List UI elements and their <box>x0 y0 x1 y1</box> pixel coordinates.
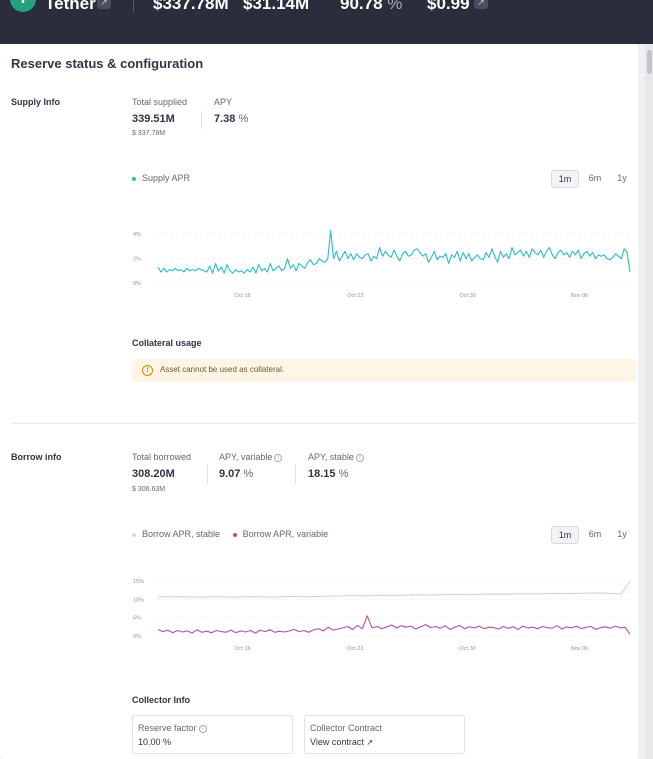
y-tick-label: 5% <box>133 616 141 622</box>
apy-stable-label: APY, stable i <box>308 452 364 462</box>
borrow-apr-chart: 0% 5% 10% 15% Oct 16 Oct 23 Oct 30 Nov 06 <box>133 579 631 652</box>
total-supplied-usd: $ 337.78M <box>132 130 166 137</box>
stat-divider <box>201 111 202 129</box>
apy-variable-value: 9.07 % <box>219 468 254 480</box>
borrow-apr-legend: Borrow APR, stable Borrow APR, variable <box>132 529 328 539</box>
supply-apr-chart: 0% 2% 4% Oct 16 Oct 23 Oct 30 Nov 06 <box>133 229 631 299</box>
supply-info-label: Supply Info <box>11 97 60 107</box>
scrollbar-thumb[interactable] <box>647 50 652 74</box>
external-link-icon[interactable]: ↗ <box>97 0 111 9</box>
supply-timeframe-1m-button[interactable]: 1m <box>551 170 579 188</box>
collateral-warning-text: Asset cannot be used as collateral. <box>160 365 285 374</box>
collector-info-title: Collector Info <box>132 695 190 705</box>
supply-apr-legend: Supply APR <box>132 173 190 183</box>
x-tick-label: Oct 16 <box>234 646 250 652</box>
borrow-timeframe-1y-button[interactable]: 1y <box>617 529 627 539</box>
stat-divider <box>295 464 296 484</box>
y-tick-label: 4% <box>133 232 141 238</box>
supply-apr-line <box>157 229 631 274</box>
total-borrowed-label: Total borrowed <box>132 452 192 462</box>
stat-divider <box>207 464 208 484</box>
apy-stable-value: 18.15 % <box>308 468 349 480</box>
supply-legend-dot <box>132 176 136 181</box>
supply-apy-value: 7.38 % <box>214 113 249 125</box>
total-supplied-label: Total supplied <box>132 97 188 107</box>
collateral-warning-banner: ! Asset cannot be used as collateral. <box>132 359 636 382</box>
supply-timeframe-1y-button[interactable]: 1y <box>617 173 627 183</box>
borrow-apr-variable-line <box>157 615 631 635</box>
borrow-timeframe-1m-button[interactable]: 1m <box>551 526 579 544</box>
header-divider <box>133 0 134 12</box>
x-tick-label: Nov 06 <box>571 293 588 299</box>
card-title: Reserve status & configuration <box>11 56 204 71</box>
total-supplied-value: 339.51M <box>132 113 175 125</box>
alert-circle-icon: ! <box>142 365 153 376</box>
reserve-overview-header: T Tether ↗ $337.78M $31.14M 90.78 % $0.9… <box>0 0 653 44</box>
reserve-factor-box: Reserve factor i 10.00 % <box>132 715 293 754</box>
y-tick-label: 2% <box>133 257 141 263</box>
supply-apy-label: APY <box>214 97 233 107</box>
x-tick-label: Nov 06 <box>571 646 588 652</box>
y-tick-label: 0% <box>133 281 141 287</box>
tether-logo-icon: T <box>10 0 36 12</box>
x-tick-label: Oct 30 <box>460 293 476 299</box>
view-contract-link[interactable]: View contract ↗ <box>310 737 374 747</box>
oracle-price-value: $0.99 <box>427 0 470 13</box>
borrow-info-label: Borrow info <box>11 452 62 462</box>
x-tick-label: Oct 23 <box>347 646 363 652</box>
info-icon[interactable]: i <box>274 453 283 462</box>
external-link-icon[interactable]: ↗ <box>366 738 374 747</box>
borrow-stable-legend-dot <box>132 532 136 537</box>
collector-contract-label: Collector Contract <box>310 723 383 733</box>
info-icon[interactable]: i <box>198 724 207 733</box>
oracle-link-icon[interactable]: ↗ <box>474 0 488 9</box>
y-tick-label: 15% <box>133 579 144 585</box>
utilization-value: 90.78 % <box>340 0 403 13</box>
reserve-factor-label: Reserve factor i <box>138 723 207 733</box>
borrow-timeframe-6m-button[interactable]: 6m <box>588 529 602 539</box>
apy-variable-label: APY, variable i <box>219 452 283 462</box>
total-borrowed-usd: $ 306.63M <box>132 486 166 493</box>
x-tick-label: Oct 23 <box>347 293 363 299</box>
reserve-size-value: $337.78M <box>153 0 229 13</box>
y-tick-label: 10% <box>133 597 144 603</box>
borrow-variable-legend-dot <box>232 532 237 537</box>
reserve-status-card: Reserve status & configuration Supply In… <box>0 44 638 759</box>
x-tick-label: Oct 16 <box>234 293 250 299</box>
collector-contract-box: Collector Contract View contract ↗ <box>304 715 465 754</box>
scrollbar-track[interactable] <box>645 44 653 759</box>
supply-timeframe-6m-button[interactable]: 6m <box>588 173 602 183</box>
section-divider <box>11 423 636 424</box>
borrow-apr-stable-line <box>158 580 631 598</box>
y-tick-label: 0% <box>133 634 141 640</box>
total-borrowed-value: 308.20M <box>132 468 175 480</box>
asset-name: Tether <box>45 0 96 13</box>
reserve-factor-value: 10.00 % <box>138 737 172 747</box>
info-icon[interactable]: i <box>355 453 364 462</box>
collateral-usage-title: Collateral usage <box>132 338 202 348</box>
available-liquidity-value: $31.14M <box>243 0 310 13</box>
x-tick-label: Oct 30 <box>460 646 476 652</box>
